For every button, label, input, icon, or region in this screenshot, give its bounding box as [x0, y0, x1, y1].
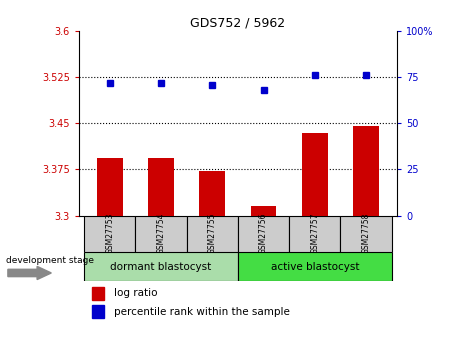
Bar	[199, 171, 225, 216]
Bar	[187, 216, 238, 252]
Text: dormant blastocyst: dormant blastocyst	[110, 262, 212, 272]
Text: GSM27753: GSM27753	[105, 213, 114, 255]
Bar	[238, 216, 289, 252]
Text: GSM27758: GSM27758	[362, 213, 371, 254]
Text: GSM27755: GSM27755	[208, 213, 217, 255]
Text: GSM27756: GSM27756	[259, 213, 268, 255]
Bar	[97, 158, 123, 216]
Bar	[92, 287, 104, 300]
Bar	[289, 216, 341, 252]
Text: GSM27757: GSM27757	[310, 213, 319, 255]
Text: active blastocyst: active blastocyst	[271, 262, 359, 272]
Bar	[135, 216, 187, 252]
Text: GSM27754: GSM27754	[156, 213, 166, 255]
Text: development stage: development stage	[6, 256, 94, 265]
Text: percentile rank within the sample: percentile rank within the sample	[114, 307, 290, 317]
Bar	[302, 132, 327, 216]
Text: log ratio: log ratio	[114, 288, 157, 298]
Bar	[341, 216, 392, 252]
Bar	[92, 305, 104, 318]
FancyArrow shape	[8, 266, 51, 279]
Bar	[84, 216, 135, 252]
Bar	[148, 158, 174, 216]
Bar	[353, 126, 379, 216]
Bar	[251, 206, 276, 216]
Bar	[238, 252, 392, 281]
Bar	[84, 252, 238, 281]
Title: GDS752 / 5962: GDS752 / 5962	[190, 17, 285, 30]
